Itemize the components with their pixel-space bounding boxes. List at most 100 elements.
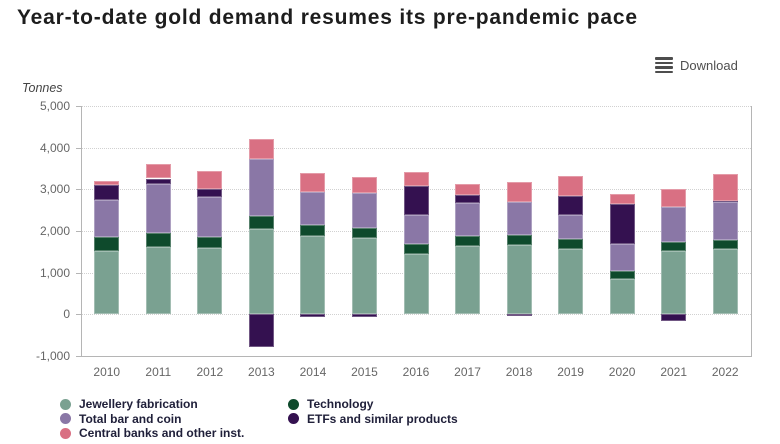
bar-segment-central-banks-and-other-inst[interactable]	[403, 172, 429, 187]
bar-segment-total-bar-and-coin[interactable]	[609, 244, 635, 271]
bar-segment-total-bar-and-coin[interactable]	[506, 202, 532, 236]
bar-segment-etfs-and-similar-products[interactable]	[712, 200, 738, 203]
legend-dot	[60, 398, 71, 410]
bar-segment-etfs-and-similar-products[interactable]	[455, 195, 481, 203]
bar-segment-technology[interactable]	[506, 235, 532, 245]
bar-segment-total-bar-and-coin[interactable]	[661, 206, 687, 242]
bar-segment-jewellery-fabrication[interactable]	[248, 228, 274, 315]
bar-segment-total-bar-and-coin[interactable]	[712, 202, 738, 240]
bar-segment-jewellery-fabrication[interactable]	[506, 244, 532, 315]
bar-segment-etfs-and-similar-products[interactable]	[94, 185, 120, 200]
bar-segment-jewellery-fabrication[interactable]	[455, 245, 481, 315]
bar-segment-central-banks-and-other-inst[interactable]	[145, 164, 171, 179]
download-button[interactable]: Download	[655, 57, 738, 74]
bar-segment-central-banks-and-other-inst[interactable]	[712, 174, 738, 201]
x-axis-label: 2012	[196, 365, 224, 379]
legend-item-etfs-and-similar-products[interactable]: ETFs and similar products	[288, 413, 458, 425]
bar-segment-etfs-and-similar-products[interactable]	[506, 314, 532, 316]
bar-segment-jewellery-fabrication[interactable]	[351, 238, 377, 315]
legend-item-jewellery-fabrication[interactable]: Jewellery fabrication	[60, 398, 198, 410]
y-axis-title: Tonnes	[22, 81, 63, 95]
bar-segment-jewellery-fabrication[interactable]	[300, 236, 326, 315]
y-axis-label: 1,000	[39, 265, 70, 280]
bar-segment-jewellery-fabrication[interactable]	[712, 249, 738, 315]
bar-segment-central-banks-and-other-inst[interactable]	[558, 176, 584, 197]
bar-segment-total-bar-and-coin[interactable]	[145, 184, 171, 234]
bar-segment-jewellery-fabrication[interactable]	[145, 246, 171, 315]
bar-segment-etfs-and-similar-products[interactable]	[300, 314, 326, 317]
bar-segment-etfs-and-similar-products[interactable]	[661, 314, 687, 321]
x-axis-label: 2016	[402, 365, 430, 379]
bar-segment-technology[interactable]	[712, 239, 738, 250]
bar-segment-central-banks-and-other-inst[interactable]	[197, 171, 223, 190]
bar-segment-total-bar-and-coin[interactable]	[351, 193, 377, 229]
bar-segment-technology[interactable]	[661, 241, 687, 251]
bar-segment-central-banks-and-other-inst[interactable]	[609, 194, 635, 204]
y-axis-label: 5,000	[39, 99, 70, 113]
bar-segment-etfs-and-similar-products[interactable]	[248, 314, 274, 347]
bar-segment-central-banks-and-other-inst[interactable]	[94, 180, 120, 186]
bar-segment-technology[interactable]	[609, 270, 635, 280]
bar-segment-technology[interactable]	[300, 225, 326, 237]
legend-dot	[60, 427, 71, 439]
y-axis-tick	[76, 231, 81, 232]
x-axis-label: 2018	[505, 365, 533, 379]
bar-segment-jewellery-fabrication[interactable]	[609, 279, 635, 315]
gridline	[81, 314, 751, 316]
bar-segment-etfs-and-similar-products[interactable]	[558, 196, 584, 215]
bar-segment-jewellery-fabrication[interactable]	[94, 251, 120, 315]
bar-segment-jewellery-fabrication[interactable]	[403, 253, 429, 315]
y-axis-label: 3,000	[39, 182, 70, 197]
y-axis-tick	[76, 272, 81, 274]
bar-segment-technology[interactable]	[351, 228, 377, 239]
x-axis-label: 2022	[711, 365, 739, 379]
bar-segment-technology[interactable]	[403, 244, 429, 254]
y-axis-tick	[76, 106, 81, 107]
y-axis-line	[81, 106, 82, 356]
bar-segment-etfs-and-similar-products[interactable]	[609, 203, 635, 245]
bar-segment-technology[interactable]	[94, 237, 120, 251]
x-axis-label: 2019	[557, 365, 584, 379]
bar-segment-jewellery-fabrication[interactable]	[558, 249, 584, 315]
bar-segment-jewellery-fabrication[interactable]	[197, 248, 223, 315]
bar-segment-total-bar-and-coin[interactable]	[558, 214, 584, 240]
x-axis-label: 2011	[145, 365, 172, 379]
bar-segment-etfs-and-similar-products[interactable]	[351, 314, 377, 317]
bar-segment-total-bar-and-coin[interactable]	[197, 197, 223, 238]
legend-item-central-banks-and-other-inst[interactable]: Central banks and other inst.	[60, 427, 244, 439]
legend-label: Technology	[307, 397, 374, 411]
chart-title: Year-to-date gold demand resumes its pre…	[17, 6, 638, 29]
bar-segment-technology[interactable]	[145, 233, 171, 247]
y-axis-tick	[76, 189, 81, 191]
download-label: Download	[680, 57, 738, 73]
x-axis-label: 2017	[454, 365, 481, 379]
y-axis-label: 2,000	[39, 224, 70, 238]
bar-segment-total-bar-and-coin[interactable]	[94, 199, 120, 238]
bar-segment-technology[interactable]	[558, 239, 584, 250]
x-axis-label: 2020	[608, 365, 636, 379]
bar-segment-technology[interactable]	[248, 216, 274, 229]
bar-segment-technology[interactable]	[197, 237, 223, 249]
bar-segment-total-bar-and-coin[interactable]	[248, 159, 274, 217]
bar-segment-total-bar-and-coin[interactable]	[403, 215, 429, 245]
legend-item-technology[interactable]: Technology	[288, 398, 373, 410]
bar-segment-central-banks-and-other-inst[interactable]	[351, 177, 377, 194]
bar-segment-etfs-and-similar-products[interactable]	[403, 186, 429, 216]
legend-item-total-bar-and-coin[interactable]: Total bar and coin	[60, 413, 181, 425]
bar-segment-central-banks-and-other-inst[interactable]	[300, 173, 326, 193]
bar-segment-central-banks-and-other-inst[interactable]	[248, 138, 274, 160]
y-axis-tick	[76, 356, 81, 357]
x-axis-label: 2013	[248, 365, 275, 379]
bar-segment-etfs-and-similar-products[interactable]	[197, 189, 223, 198]
y-axis-tick	[76, 314, 81, 316]
bar-segment-central-banks-and-other-inst[interactable]	[506, 182, 532, 203]
bar-segment-jewellery-fabrication[interactable]	[661, 250, 687, 315]
bar-segment-total-bar-and-coin[interactable]	[300, 192, 326, 226]
bar-segment-central-banks-and-other-inst[interactable]	[455, 183, 481, 196]
bar-segment-etfs-and-similar-products[interactable]	[145, 178, 171, 185]
gridline	[81, 106, 751, 107]
bar-segment-central-banks-and-other-inst[interactable]	[661, 188, 687, 207]
bar-segment-total-bar-and-coin[interactable]	[455, 202, 481, 237]
bar-segment-technology[interactable]	[455, 236, 481, 246]
